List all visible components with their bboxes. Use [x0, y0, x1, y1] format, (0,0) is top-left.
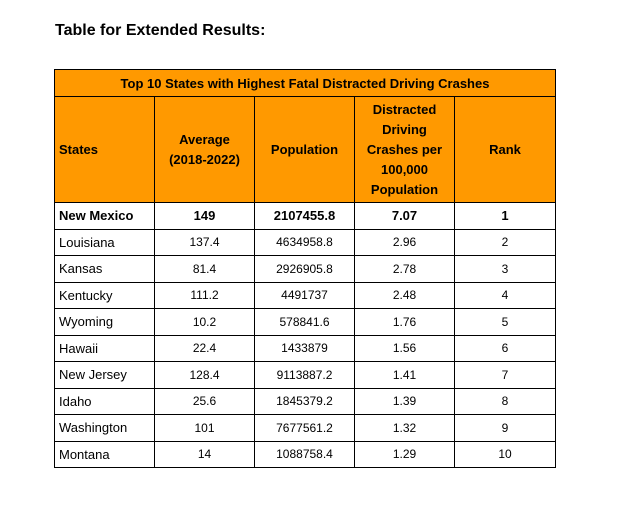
- cell-state: Montana: [54, 440, 155, 468]
- results-table: Top 10 States with Highest Fatal Distrac…: [53, 69, 557, 468]
- cell-rate: 1.39: [354, 387, 455, 415]
- cell-rank: 1: [453, 202, 557, 230]
- cell-rank: 2: [453, 228, 557, 256]
- cell-average: 10.2: [154, 308, 255, 336]
- table-row: Idaho 25.6 1845379.2 1.39 8: [54, 387, 557, 415]
- column-header-average: Average (2018-2022): [154, 96, 255, 203]
- cell-rate: 1.32: [354, 414, 455, 442]
- cell-population: 1433879: [254, 334, 355, 362]
- cell-rate: 1.56: [354, 334, 455, 362]
- table-banner: Top 10 States with Highest Fatal Distrac…: [53, 69, 557, 97]
- cell-rank: 7: [453, 361, 557, 389]
- cell-average: 137.4: [154, 228, 255, 256]
- cell-average: 149: [154, 202, 255, 230]
- cell-state: Louisiana: [54, 228, 155, 256]
- table-row: Wyoming 10.2 578841.6 1.76 5: [54, 308, 557, 336]
- cell-average: 81.4: [154, 255, 255, 283]
- cell-average: 101: [154, 414, 255, 442]
- cell-average: 14: [154, 440, 255, 468]
- table-row: Louisiana 137.4 4634958.8 2.96 2: [54, 228, 557, 256]
- cell-population: 9113887.2: [254, 361, 355, 389]
- cell-state: Kansas: [54, 255, 155, 283]
- table-header-row: States Average (2018-2022) Population Di…: [54, 96, 557, 203]
- table-row: Montana 14 1088758.4 1.29 10: [54, 440, 557, 468]
- cell-rank: 6: [453, 334, 557, 362]
- cell-state: Washington: [54, 414, 155, 442]
- cell-rank: 10: [453, 440, 557, 468]
- cell-rank: 8: [453, 387, 557, 415]
- cell-state: Wyoming: [54, 308, 155, 336]
- cell-population: 2107455.8: [254, 202, 355, 230]
- table-row: Kentucky 111.2 4491737 2.48 4: [54, 281, 557, 309]
- cell-population: 1845379.2: [254, 387, 355, 415]
- cell-state: Idaho: [54, 387, 155, 415]
- cell-state: New Jersey: [54, 361, 155, 389]
- cell-rate: 2.78: [354, 255, 455, 283]
- page-heading: Table for Extended Results:: [55, 22, 266, 39]
- table-row: New Mexico 149 2107455.8 7.07 1: [54, 202, 557, 230]
- cell-population: 2926905.8: [254, 255, 355, 283]
- cell-average: 25.6: [154, 387, 255, 415]
- table-row: Washington 101 7677561.2 1.32 9: [54, 414, 557, 442]
- cell-rank: 3: [453, 255, 557, 283]
- cell-population: 578841.6: [254, 308, 355, 336]
- cell-state: New Mexico: [54, 202, 155, 230]
- column-header-rate: Distracted Driving Crashes per 100,000 P…: [354, 96, 455, 203]
- cell-average: 22.4: [154, 334, 255, 362]
- cell-rate: 1.76: [354, 308, 455, 336]
- table-row: New Jersey 128.4 9113887.2 1.41 7: [54, 361, 557, 389]
- cell-rate: 2.96: [354, 228, 455, 256]
- cell-population: 4491737: [254, 281, 355, 309]
- column-header-population: Population: [254, 96, 355, 203]
- cell-rank: 9: [453, 414, 557, 442]
- table-banner-row: Top 10 States with Highest Fatal Distrac…: [53, 69, 557, 97]
- cell-rank: 4: [453, 281, 557, 309]
- cell-rate: 1.29: [354, 440, 455, 468]
- cell-average: 111.2: [154, 281, 255, 309]
- cell-population: 7677561.2: [254, 414, 355, 442]
- cell-rate: 7.07: [354, 202, 455, 230]
- cell-state: Hawaii: [54, 334, 155, 362]
- cell-rank: 5: [453, 308, 557, 336]
- cell-population: 4634958.8: [254, 228, 355, 256]
- table-row: Kansas 81.4 2926905.8 2.78 3: [54, 255, 557, 283]
- cell-rate: 1.41: [354, 361, 455, 389]
- column-header-rank: Rank: [453, 96, 557, 203]
- table-row: Hawaii 22.4 1433879 1.56 6: [54, 334, 557, 362]
- cell-rate: 2.48: [354, 281, 455, 309]
- cell-state: Kentucky: [54, 281, 155, 309]
- cell-average: 128.4: [154, 361, 255, 389]
- column-header-states: States: [54, 96, 155, 203]
- cell-population: 1088758.4: [254, 440, 355, 468]
